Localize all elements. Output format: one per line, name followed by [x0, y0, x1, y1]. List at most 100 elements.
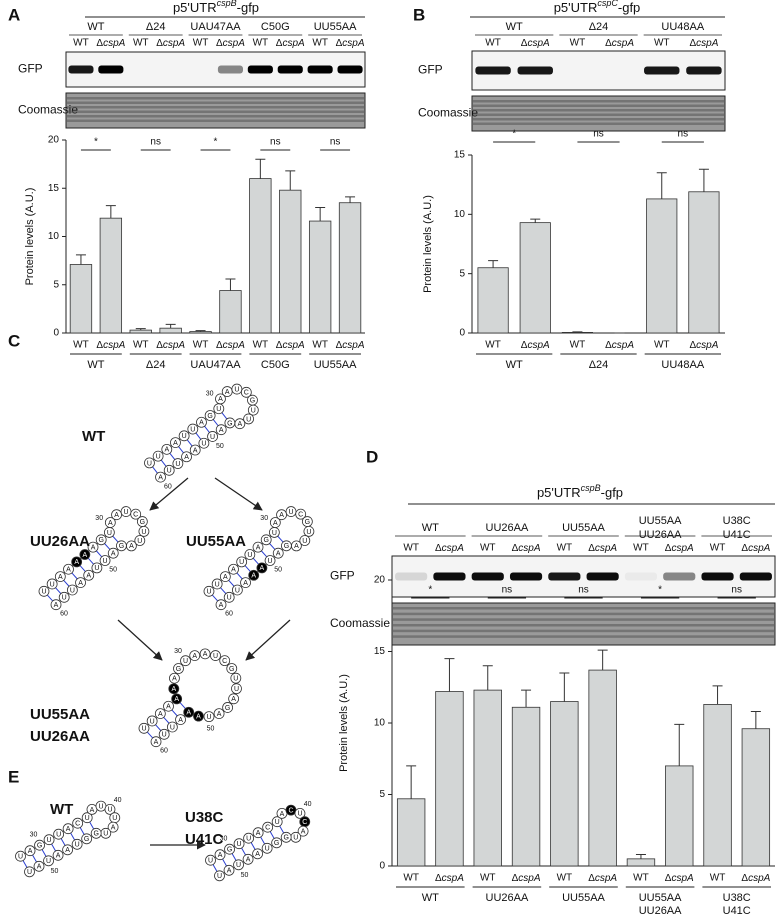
coomassie-band	[393, 618, 774, 621]
nucleotide	[144, 457, 155, 469]
nucleotide-letter: U	[190, 426, 195, 433]
lane-label: WT	[654, 38, 670, 49]
nucleotide	[196, 416, 207, 428]
nucleotide	[62, 823, 74, 835]
base-pair	[169, 452, 176, 460]
gfp-band	[548, 572, 581, 581]
position-number: 30	[260, 515, 268, 522]
nucleotide-letter: G	[274, 840, 279, 847]
bar	[279, 189, 302, 334]
nucleotide	[95, 534, 107, 546]
base-pair	[171, 709, 178, 717]
nucleotide-letter: A	[65, 847, 70, 854]
nucleotide-letter: U	[206, 714, 211, 721]
nucleotide	[281, 540, 292, 552]
nucleotide	[168, 683, 180, 695]
base-pair	[279, 825, 285, 834]
nucleotide	[189, 444, 201, 456]
position-number: 30	[95, 515, 103, 522]
coomassie-band	[67, 115, 364, 118]
blot-row-label: GFP	[18, 62, 43, 76]
significance-label: ns	[330, 137, 341, 148]
nucleotide	[138, 722, 150, 734]
nucleotide	[214, 870, 225, 882]
nucleotide	[295, 508, 307, 520]
nucleotide-letter: U	[246, 836, 251, 843]
structure-label: U38C	[185, 809, 224, 826]
bar	[396, 798, 426, 867]
base-pair	[220, 587, 227, 594]
coomassie-band	[67, 106, 364, 109]
nucleotide-letter: U	[56, 832, 61, 839]
base-pair	[71, 572, 78, 580]
nucleotide	[204, 410, 216, 421]
nucleotide-letter: U	[234, 386, 239, 393]
bar	[473, 689, 502, 867]
nucleotide-letter: U	[237, 841, 242, 848]
nucleotide	[248, 569, 260, 581]
structure-label: WT	[50, 801, 73, 818]
nucleotide	[210, 650, 221, 661]
x-tick-label: WT	[403, 873, 419, 884]
y-tick-label: 20	[374, 575, 386, 586]
position-number: 30	[30, 832, 38, 839]
position-number: 30	[220, 836, 228, 843]
nucleotide	[207, 431, 218, 442]
base-pair	[250, 842, 256, 850]
gfp-band	[471, 572, 504, 581]
nucleotide	[150, 736, 162, 748]
significance-label: *	[512, 129, 516, 140]
nucleotide-letter: G	[229, 666, 234, 673]
nucleotide-letter: U	[112, 815, 117, 822]
title-main: p5'UTR	[554, 0, 598, 15]
coomassie-band	[393, 607, 774, 610]
blot-row-label: GFP	[330, 569, 355, 583]
nucleotide-letter: U	[210, 434, 215, 441]
base-pair	[89, 821, 95, 830]
nucleotide-letter: A	[173, 440, 178, 447]
panel-letter: D	[366, 447, 378, 466]
structure-label: UU55AA	[186, 533, 246, 550]
group-label: UU26AA	[486, 522, 529, 534]
nucleotide	[233, 838, 245, 850]
x-tick-label: WT	[193, 340, 209, 351]
nucleotide	[231, 584, 243, 596]
bar	[665, 765, 694, 867]
significance-label: ns	[578, 585, 589, 596]
error-bar	[698, 168, 709, 192]
position-number: 50	[241, 872, 249, 879]
nucleotide	[236, 556, 248, 568]
nucleotide-letter: A	[111, 551, 116, 558]
nucleotide-letter: U	[289, 509, 294, 516]
lane-label: WT	[133, 38, 149, 49]
arrow	[117, 619, 163, 661]
nucleotide	[205, 854, 216, 866]
nucleotide	[166, 721, 178, 733]
nucleotide	[81, 833, 93, 845]
lane-label: WT	[403, 543, 419, 554]
bar	[69, 264, 93, 334]
panel-letter: E	[8, 767, 19, 786]
nucleotide-letter: U	[41, 589, 46, 596]
bar	[511, 706, 541, 867]
gfp-band	[98, 65, 124, 74]
nucleotide-letter: U	[98, 803, 103, 810]
nucleotide	[223, 591, 235, 603]
nucleotide-letter: G	[250, 398, 255, 405]
nucleotide	[230, 672, 242, 684]
nucleotide	[53, 828, 65, 840]
title-superscript: cspB	[581, 483, 601, 493]
nucleotide-letter: U	[94, 565, 99, 572]
x-tick-label: WT	[133, 340, 149, 351]
nucleotide-letter: U	[239, 559, 244, 566]
lane-label: WT	[633, 543, 649, 554]
base-pair	[231, 853, 237, 861]
nucleotide	[146, 715, 158, 727]
nucleotide-letter: U	[147, 460, 152, 467]
lane-label: WT	[312, 38, 328, 49]
position-number: 50	[216, 443, 224, 450]
nucleotide	[172, 458, 184, 469]
